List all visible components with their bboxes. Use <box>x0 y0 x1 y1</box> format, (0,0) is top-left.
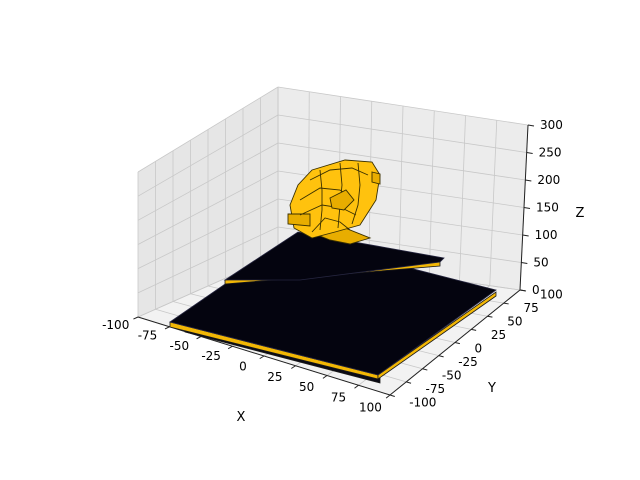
y-tick <box>422 368 428 371</box>
z-tick-label: 150 <box>536 201 559 215</box>
z-tick <box>526 152 533 154</box>
z-tick-label: 300 <box>540 118 563 132</box>
x-tick-label: -50 <box>170 339 190 353</box>
z-tick-label: 0 <box>532 283 540 297</box>
x-tick <box>354 384 359 389</box>
z-gridline-back <box>277 114 527 153</box>
z-gridline-left <box>137 86 279 173</box>
y-tick <box>389 394 395 397</box>
z-tick-label: 250 <box>539 146 562 160</box>
y-tick-label: -75 <box>426 382 446 396</box>
y-tick-label: -50 <box>442 368 462 382</box>
x-tick <box>164 326 170 330</box>
ring-object <box>287 159 381 245</box>
x-tick-label: -25 <box>201 349 221 363</box>
y-tick <box>487 315 493 318</box>
x-tick <box>196 336 202 340</box>
z-axis-line <box>519 124 529 291</box>
x-tick-label: -75 <box>138 328 158 342</box>
x-tick <box>291 365 296 369</box>
x-tick <box>322 375 328 379</box>
z-gridline-back <box>277 142 526 181</box>
x-tick-label: 50 <box>299 380 314 394</box>
y-tick-label: 75 <box>524 301 539 315</box>
z-gridline-back <box>277 86 529 126</box>
z-gridline-left <box>137 114 279 197</box>
z-axis-label: Z <box>576 206 585 221</box>
x-tick <box>227 345 233 350</box>
y-tick-label: -25 <box>458 355 478 369</box>
x-tick-label: -100 <box>102 318 129 332</box>
z-gridline-left <box>137 170 279 245</box>
z-tick <box>521 262 528 264</box>
x-tick-label: 0 <box>239 360 247 374</box>
y-tick <box>438 355 444 358</box>
x-tick <box>385 394 391 399</box>
z-tick <box>525 179 532 182</box>
z-gridline-left <box>137 198 279 270</box>
base-plate-edge-right <box>377 291 497 380</box>
z-tick <box>523 207 531 209</box>
x-tick-label: 100 <box>359 401 382 415</box>
upper-plate-top <box>223 231 445 281</box>
y-tick <box>471 328 477 331</box>
z-tick-label: 100 <box>535 228 558 242</box>
y-tick <box>406 381 412 384</box>
z-tick-label: 50 <box>533 256 548 270</box>
y-tick-label: 50 <box>507 315 522 329</box>
y-tick-label: -100 <box>409 395 436 409</box>
y-tick-label: 100 <box>540 288 563 302</box>
y-axis-label: Y <box>487 381 496 396</box>
x-axis-label: X <box>237 410 246 425</box>
y-tick-label: 0 <box>475 342 483 356</box>
x-tick-label: 75 <box>331 390 346 404</box>
z-gridline-left <box>137 226 279 294</box>
z-tick <box>519 289 527 292</box>
y-tick-label: 25 <box>491 328 506 342</box>
x-axis-line <box>137 316 391 396</box>
x-tick <box>259 355 265 360</box>
z-tick <box>527 124 535 127</box>
z-tick-label: 200 <box>537 173 560 187</box>
y-axis-line <box>389 289 521 396</box>
x-tick-label: 25 <box>267 370 282 384</box>
z-gridline-left <box>137 142 279 221</box>
z-tick <box>522 234 529 237</box>
x-tick <box>133 316 139 320</box>
y-tick <box>503 302 509 305</box>
y-tick <box>454 342 460 345</box>
